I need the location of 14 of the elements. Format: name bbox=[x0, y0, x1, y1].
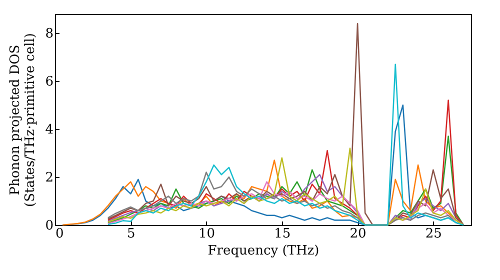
x-tick-label: 20 bbox=[350, 226, 366, 242]
y-tick-label: 8 bbox=[45, 26, 54, 42]
x-tick-label: 25 bbox=[425, 226, 442, 242]
y-tick-label: 2 bbox=[45, 170, 54, 186]
y-tick-label: 6 bbox=[45, 74, 54, 90]
x-tick-label: 5 bbox=[126, 226, 136, 242]
y-axis-title: Phonon projected DOS (States/THz·primitive cell) bbox=[8, 32, 38, 208]
x-tick-label: 15 bbox=[274, 226, 291, 242]
line-series bbox=[107, 22, 464, 226]
line-series bbox=[107, 64, 464, 226]
y-tick-label: 4 bbox=[45, 122, 54, 138]
x-axis-title: Frequency (THz) bbox=[208, 244, 320, 258]
x-tick-label: 10 bbox=[198, 226, 216, 242]
x-tick-label: 0 bbox=[56, 226, 64, 242]
